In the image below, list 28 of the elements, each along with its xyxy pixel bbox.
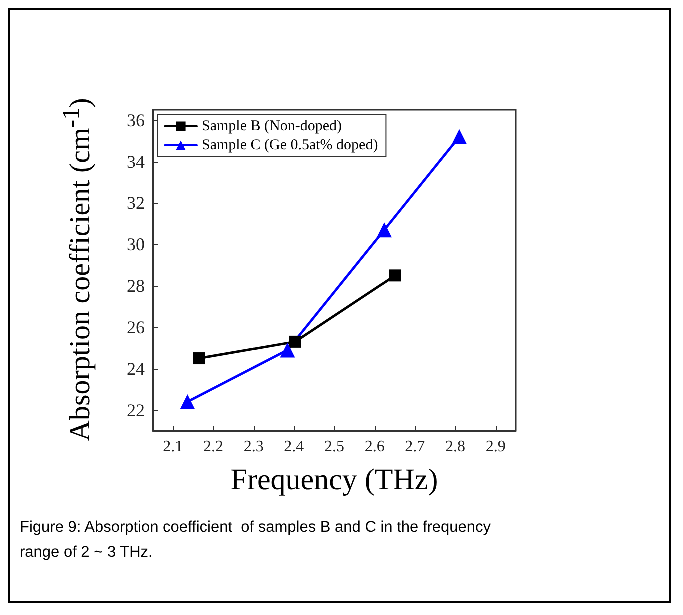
x-tick-label: 2.4 — [284, 438, 304, 456]
point — [389, 270, 402, 282]
x-tick-label: 2.8 — [446, 438, 466, 456]
point — [289, 336, 302, 348]
point — [377, 222, 392, 238]
point — [193, 352, 206, 365]
y-tick-label: 34 — [127, 152, 145, 172]
x-tick-label: 2.1 — [163, 438, 184, 456]
point — [452, 129, 468, 144]
x-tick-label: 2.2 — [204, 438, 224, 456]
x-tick-label: 2.3 — [244, 438, 264, 456]
y-tick-label: 36 — [127, 110, 145, 130]
x-tick-label: 2.5 — [324, 438, 344, 456]
caption: Figure 9: Absorption coefficient of samples B and C in the frequency range of 2 ~ 3 THz. — [20, 518, 492, 563]
y-tick-label: 32 — [127, 193, 145, 214]
y-tick-label: 26 — [127, 317, 145, 338]
x-tick-label: 2.9 — [486, 438, 506, 456]
x-axis-title: Frequency (THz) — [230, 464, 438, 496]
x-tick-label: 2.7 — [405, 438, 426, 456]
x-tick-label: 2.6 — [364, 438, 385, 456]
point — [180, 394, 196, 410]
y-tick-label: 24 — [127, 358, 145, 379]
y-tick-label: 28 — [127, 276, 145, 296]
legend-label: Sample C (Ge 0.5at% doped) — [202, 138, 378, 154]
y-tick-label: 22 — [127, 400, 145, 420]
point — [280, 342, 296, 358]
legend-label: Sample B (Non-doped) — [202, 118, 342, 134]
y-tick-label: 30 — [127, 234, 145, 255]
